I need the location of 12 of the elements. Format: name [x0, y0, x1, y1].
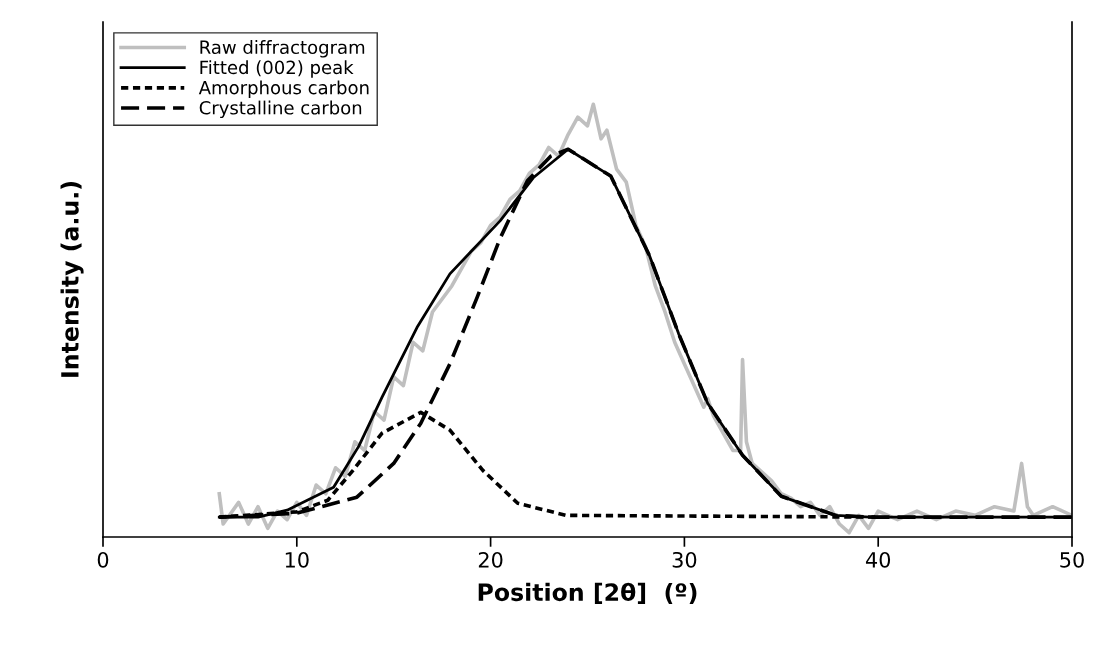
- legend-label: Amorphous carbon: [198, 80, 369, 98]
- x-tick-label: 40: [865, 551, 891, 568]
- x-tick-label: 0: [97, 551, 109, 568]
- x-tick-label: 30: [672, 551, 697, 568]
- x-tick-label: 50: [1060, 551, 1084, 568]
- x-tick-label: 20: [478, 551, 503, 568]
- legend-label: Raw diffractogram: [200, 40, 365, 58]
- legend-label: Crystalline carbon: [199, 100, 362, 119]
- y-axis-title: Intensity (a.u.): [60, 182, 84, 377]
- x-axis-title: Position [2θ] (º): [478, 582, 697, 604]
- legend-label: Fitted (002) peak: [200, 60, 354, 78]
- x-tick-label: 10: [285, 551, 309, 568]
